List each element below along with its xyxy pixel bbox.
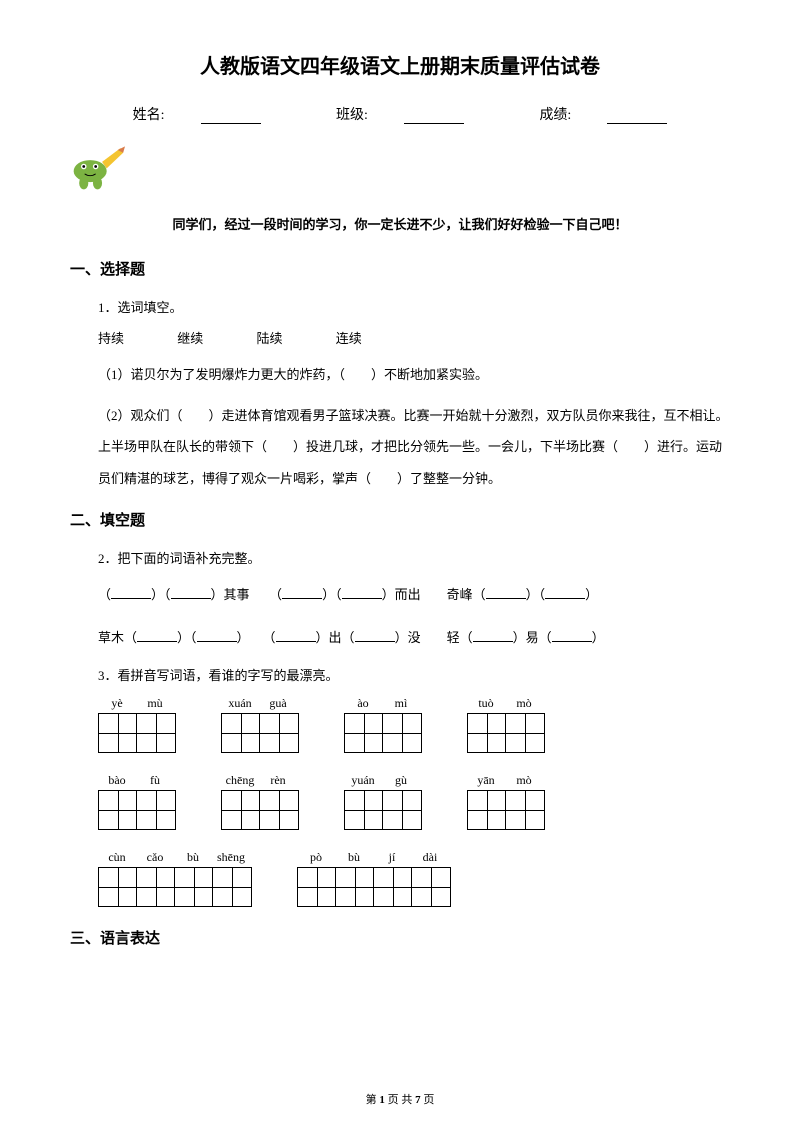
char-cell[interactable] — [213, 868, 251, 906]
pinyin-label: bù — [174, 850, 212, 865]
char-cell[interactable] — [506, 791, 544, 829]
pinyin-row-2: bàofù chēngrèn yuángù yānmò — [98, 773, 730, 830]
name-field[interactable]: 姓名: — [115, 108, 279, 123]
pinyin-label: pò — [297, 850, 335, 865]
char-cell[interactable] — [260, 791, 298, 829]
char-cell[interactable] — [137, 714, 175, 752]
char-cell[interactable] — [468, 791, 506, 829]
section-1-title: 一、选择题 — [70, 258, 730, 279]
char-grid[interactable] — [98, 790, 176, 830]
char-grid[interactable] — [221, 790, 299, 830]
pinyin-row-3: cùncǎobùshēngpòbùjídài — [98, 850, 730, 907]
char-cell[interactable] — [137, 868, 175, 906]
pinyin-label: fù — [136, 773, 174, 788]
char-grid[interactable] — [344, 713, 422, 753]
pinyin-label: rèn — [259, 773, 297, 788]
pinyin-box: àomì — [344, 696, 422, 753]
pinyin-label: ào — [344, 696, 382, 711]
char-cell[interactable] — [345, 714, 383, 752]
pinyin-label: mò — [505, 773, 543, 788]
q3-prompt: 3．看拼音写词语，看谁的字写的最漂亮。 — [98, 665, 730, 684]
q2-prompt: 2．把下面的词语补充完整。 — [98, 548, 730, 567]
pinyin-box: pòbùjídài — [297, 850, 451, 907]
score-field[interactable]: 成绩: — [521, 108, 685, 123]
char-grid[interactable] — [467, 713, 545, 753]
pinyin-box: yānmò — [467, 773, 545, 830]
char-cell[interactable] — [99, 868, 137, 906]
pinyin-label: gù — [382, 773, 420, 788]
pinyin-box: yèmù — [98, 696, 176, 753]
char-cell[interactable] — [345, 791, 383, 829]
pinyin-label: mì — [382, 696, 420, 711]
pinyin-label: yè — [98, 696, 136, 711]
char-cell[interactable] — [412, 868, 450, 906]
pinyin-label: bù — [335, 850, 373, 865]
char-cell[interactable] — [468, 714, 506, 752]
char-grid[interactable] — [297, 867, 451, 907]
q1-sub2: （2）观众们（ ）走进体育馆观看男子篮球决赛。比赛一开始就十分激烈，双方队员你来… — [98, 400, 730, 494]
pinyin-label: cùn — [98, 850, 136, 865]
exam-title: 人教版语文四年级语文上册期末质量评估试卷 — [70, 50, 730, 79]
pinyin-label: jí — [373, 850, 411, 865]
option-3: 陆续 — [257, 331, 283, 346]
char-cell[interactable] — [260, 714, 298, 752]
class-field[interactable]: 班级: — [318, 108, 482, 123]
char-cell[interactable] — [99, 791, 137, 829]
char-cell[interactable] — [383, 791, 421, 829]
char-cell[interactable] — [99, 714, 137, 752]
pinyin-label: tuò — [467, 696, 505, 711]
pinyin-box: tuòmò — [467, 696, 545, 753]
char-cell[interactable] — [506, 714, 544, 752]
char-grid[interactable] — [98, 713, 176, 753]
char-cell[interactable] — [383, 714, 421, 752]
option-1: 持续 — [98, 331, 124, 346]
pinyin-box: yuángù — [344, 773, 422, 830]
section-2-title: 二、填空题 — [70, 509, 730, 530]
pinyin-label: yān — [467, 773, 505, 788]
pinyin-label: mò — [505, 696, 543, 711]
q2-line1: （）（）其事 （）（）而出 奇峰（）（） — [98, 579, 730, 610]
q1-prompt: 1．选词填空。 — [98, 297, 730, 316]
pinyin-label: cǎo — [136, 850, 174, 865]
char-cell[interactable] — [298, 868, 336, 906]
char-cell[interactable] — [175, 868, 213, 906]
q1-options: 持续 继续 陆续 连续 — [98, 328, 730, 347]
page-footer: 第 1 页 共 7 页 — [0, 1091, 800, 1107]
pinyin-label: shēng — [212, 850, 250, 865]
q1-sub1: （1）诺贝尔为了发明爆炸力更大的炸药，（ ）不断地加紧实验。 — [98, 359, 730, 390]
char-grid[interactable] — [344, 790, 422, 830]
pinyin-label: guà — [259, 696, 297, 711]
char-cell[interactable] — [137, 791, 175, 829]
pinyin-label: dài — [411, 850, 449, 865]
pinyin-grids: yèmùxuánguààomìtuòmò bàofùchēngrènyuángù… — [98, 696, 730, 907]
pinyin-label: yuán — [344, 773, 382, 788]
char-grid[interactable] — [221, 713, 299, 753]
option-2: 继续 — [177, 331, 203, 346]
section-3-title: 三、语言表达 — [70, 927, 730, 948]
char-cell[interactable] — [222, 791, 260, 829]
char-grid[interactable] — [98, 867, 252, 907]
char-cell[interactable] — [222, 714, 260, 752]
pinyin-row-1: yèmù xuánguà àomì tuòmò — [98, 696, 730, 753]
char-cell[interactable] — [336, 868, 374, 906]
char-grid[interactable] — [467, 790, 545, 830]
pinyin-label: mù — [136, 696, 174, 711]
option-4: 连续 — [336, 331, 362, 346]
pinyin-label: xuán — [221, 696, 259, 711]
pinyin-box: chēngrèn — [221, 773, 299, 830]
char-cell[interactable] — [374, 868, 412, 906]
pinyin-box: cùncǎobùshēng — [98, 850, 252, 907]
pinyin-label: chēng — [221, 773, 259, 788]
encouragement-text: 同学们，经过一段时间的学习，你一定长进不少，让我们好好检验一下自己吧！ — [70, 214, 730, 233]
pencil-icon — [70, 139, 125, 194]
pinyin-box: xuánguà — [221, 696, 299, 753]
pinyin-box: bàofù — [98, 773, 176, 830]
pinyin-label: bào — [98, 773, 136, 788]
student-info-line: 姓名: 班级: 成绩: — [70, 104, 730, 124]
q2-line2: 草木（）（） （）出（）没 轻（）易（） — [98, 622, 730, 653]
